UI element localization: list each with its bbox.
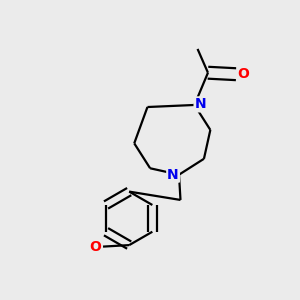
Text: N: N xyxy=(167,168,179,182)
Text: O: O xyxy=(237,67,249,81)
Text: N: N xyxy=(195,98,206,111)
Text: O: O xyxy=(89,240,101,254)
